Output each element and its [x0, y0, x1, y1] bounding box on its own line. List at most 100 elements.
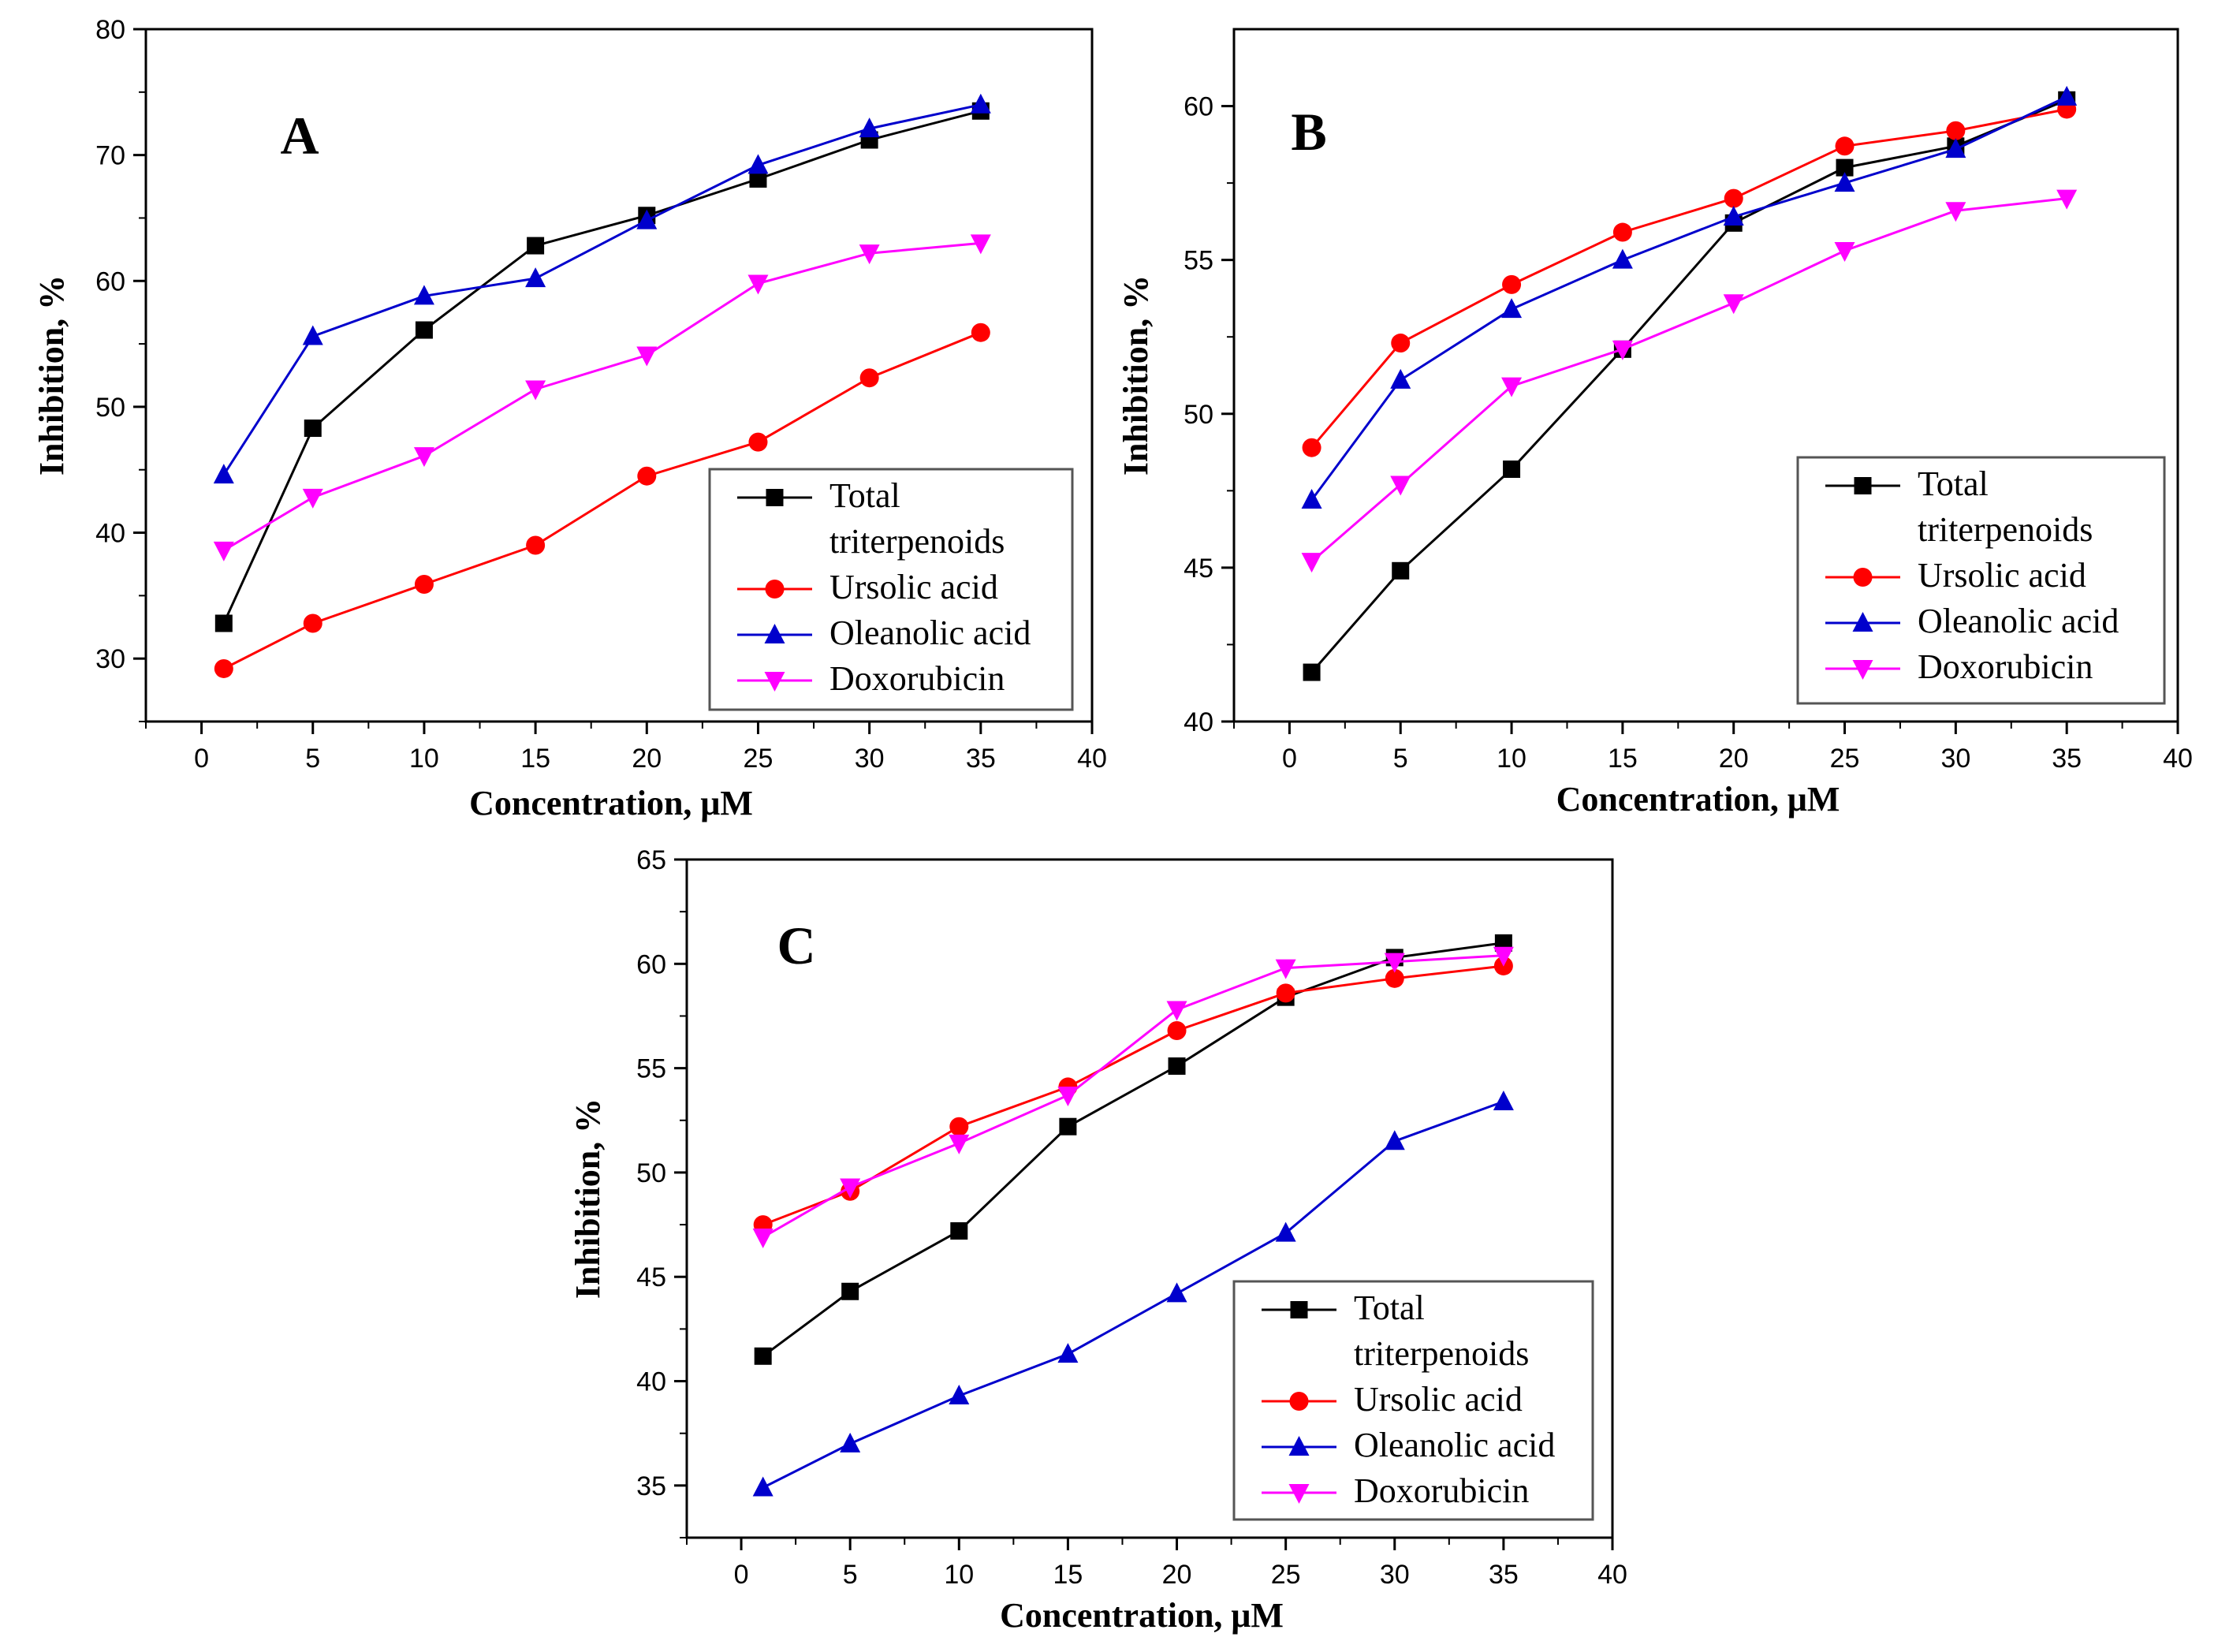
data-point — [637, 466, 657, 486]
data-point — [1275, 959, 1296, 979]
series-circle — [214, 323, 990, 678]
data-point — [1385, 968, 1404, 988]
y-tick-label: 60 — [1184, 92, 1213, 122]
data-point — [1836, 158, 1854, 177]
data-point — [1168, 1057, 1186, 1075]
y-tick-label: 40 — [636, 1367, 666, 1397]
x-tick-label: 10 — [944, 1560, 974, 1590]
data-point — [859, 368, 879, 388]
data-point — [1723, 294, 1744, 315]
y-tick-label: 80 — [95, 15, 125, 45]
x-tick-label: 25 — [1830, 744, 1860, 774]
x-tick-label: 5 — [305, 744, 320, 774]
data-point — [414, 574, 434, 594]
x-tick-label: 40 — [2163, 744, 2193, 774]
series-circle — [753, 956, 1513, 1235]
x-tick-label: 20 — [1162, 1560, 1192, 1590]
data-point — [636, 346, 658, 367]
data-point — [1501, 377, 1523, 397]
data-point — [1302, 438, 1321, 457]
y-tick-label: 65 — [636, 845, 666, 875]
series-line — [762, 964, 1504, 1226]
y-tick-label: 60 — [95, 267, 125, 296]
data-point — [950, 1222, 968, 1240]
data-point — [1166, 1282, 1187, 1303]
data-point — [752, 1228, 774, 1248]
data-point — [1390, 368, 1411, 389]
series-triangle-down — [752, 946, 1514, 1248]
y-tick-label: 55 — [1184, 246, 1213, 276]
data-point — [1391, 334, 1411, 353]
legend-marker — [1290, 1301, 1308, 1318]
data-point — [413, 447, 434, 468]
series-line — [1310, 197, 2067, 563]
data-point — [214, 658, 233, 678]
y-tick-label: 55 — [636, 1054, 666, 1084]
series-line — [223, 241, 981, 552]
series-triangle-up — [1301, 85, 2078, 509]
data-point — [1303, 663, 1321, 681]
data-point — [1057, 1343, 1079, 1363]
series-line — [222, 110, 982, 625]
x-tick-label: 5 — [1393, 744, 1408, 774]
legend-label: Ursolic acid — [1354, 1380, 1523, 1419]
legend: Total triterpenoids Ursolic acid Oleanolic … — [1232, 1280, 1594, 1521]
x-tick-label: 0 — [1282, 744, 1297, 774]
data-point — [303, 613, 322, 633]
x-tick-label: 35 — [966, 744, 996, 774]
data-point — [949, 1134, 970, 1154]
series-line — [1310, 95, 2067, 501]
x-tick-label: 40 — [1077, 744, 1107, 774]
legend-marker — [1852, 612, 1873, 632]
data-point — [527, 237, 545, 255]
chart-panel-b: 0 5 10 15 20 25 30 35 40 40 45 50 55 60 Concentration,… — [1116, 28, 2193, 819]
plot-frame — [685, 858, 1614, 1539]
data-point — [749, 170, 767, 188]
data-point — [415, 321, 433, 339]
x-tick-label: 35 — [2052, 744, 2082, 774]
data-point — [525, 267, 546, 288]
data-point — [214, 614, 233, 632]
data-point — [1946, 121, 1966, 140]
series-line — [223, 331, 982, 670]
x-axis-title: Concentration, μM — [1000, 1596, 1284, 1635]
legend-marker — [764, 672, 785, 692]
legend-label: Ursolic acid — [829, 568, 998, 606]
data-point — [636, 209, 658, 229]
y-tick-label: 70 — [95, 141, 125, 171]
data-point — [1167, 1020, 1187, 1040]
legend-marker — [1288, 1436, 1310, 1456]
data-point — [526, 535, 546, 555]
legend-label: Total — [1918, 464, 1989, 503]
y-tick-label: 50 — [95, 393, 125, 423]
y-tick-label: 50 — [636, 1158, 666, 1188]
legend: Total triterpenoids Ursolic acid Oleanolic … — [708, 468, 1074, 711]
data-point — [840, 1178, 861, 1199]
data-point — [1501, 298, 1523, 319]
series-line — [1310, 99, 2067, 673]
legend-label: Oleanolic acid — [1354, 1426, 1555, 1464]
series-line — [762, 954, 1504, 1239]
y-tick-label: 45 — [636, 1262, 666, 1292]
data-point — [1612, 248, 1633, 269]
legend-marker — [766, 489, 784, 506]
data-point — [1059, 1117, 1077, 1136]
series-triangle-down — [213, 234, 991, 561]
data-point — [1612, 222, 1632, 242]
chart-panel-a: 0 5 10 15 20 25 30 35 40 30 40 50 60 70 80 Concentratio… — [32, 15, 1107, 822]
x-axis-title: Concentration, μM — [1556, 780, 1840, 819]
series-triangle-up — [752, 1090, 1514, 1497]
legend-label: Ursolic acid — [1918, 556, 2086, 595]
data-point — [304, 420, 322, 438]
legend-marker — [1854, 477, 1872, 494]
data-point — [1493, 946, 1514, 967]
panel-label: A — [280, 106, 319, 166]
data-point — [859, 244, 880, 265]
y-axis-title: Inhibition, % — [568, 1098, 607, 1299]
data-point — [1502, 274, 1522, 294]
chart-panel-c: 0 5 10 15 20 25 30 35 40 35 40 45 50 55 60 65 Concentrat… — [568, 845, 1627, 1635]
y-tick-label: 60 — [636, 949, 666, 979]
y-tick-label: 45 — [1184, 554, 1213, 584]
plot-frame — [144, 28, 1094, 723]
legend-label: Doxorubicin — [829, 659, 1005, 698]
